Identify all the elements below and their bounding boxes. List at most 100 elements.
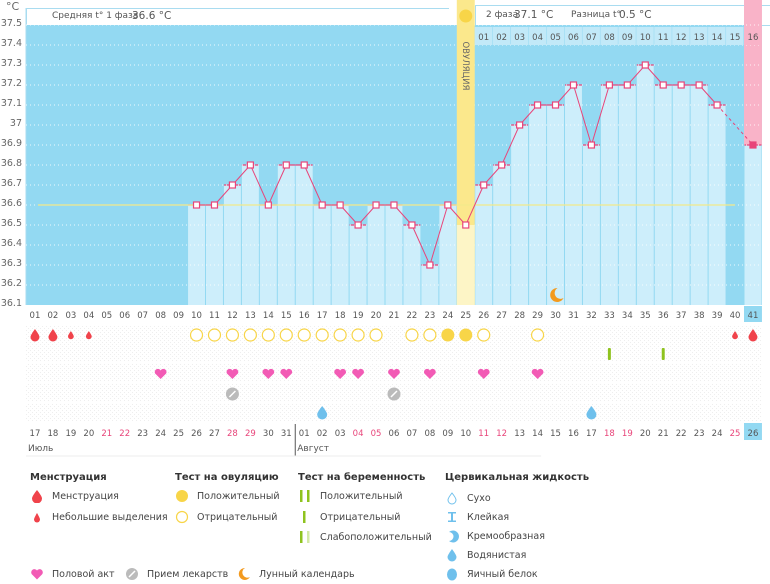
temperature-bar [188, 205, 205, 305]
temperature-point [408, 221, 416, 229]
legend-label: Сухо [467, 492, 491, 504]
temperature-point [551, 101, 560, 109]
legend-item-preg-positive: Положительный [298, 489, 403, 503]
heart-icon [423, 368, 436, 379]
temperature-chart: ОВУЛЯЦИЯ 01 02 03 04 05 06 07 08 09 10 11 12 13 14 15 1… [25, 0, 762, 457]
phase2-day-label: 09 [622, 33, 633, 43]
legend-title-cervical-fluid: Цервикальная жидкость [445, 472, 590, 483]
phase2-day-cell [528, 27, 547, 45]
moon-icon [237, 567, 251, 581]
y-tick-label: 36.7 [0, 178, 22, 189]
calendar-date-label: 17 [30, 429, 41, 439]
temperature-line [429, 204, 449, 266]
phase2-day-label: 12 [676, 33, 687, 43]
cycle-day-label: 26 [478, 311, 489, 321]
cycle-day-label: 38 [694, 311, 705, 321]
calendar-date-label: 12 [496, 429, 507, 439]
phase2-day-cell [708, 27, 726, 45]
egg-icon [445, 567, 459, 581]
temperature-line [267, 164, 287, 206]
single-bar-icon [298, 510, 312, 524]
temperature-line [501, 124, 521, 166]
crescent-drop-icon [445, 529, 459, 543]
blood-drop-icon [30, 329, 40, 342]
y-tick-label: 37.1 [0, 98, 22, 109]
ovulation-test-negative-icon [351, 328, 365, 342]
double-bar-icon [298, 489, 312, 503]
temperature-bar [331, 205, 349, 305]
moon-icon [550, 287, 564, 302]
temperature-line [411, 224, 431, 266]
cycle-day-label: 23 [424, 311, 435, 321]
cycle-day-label: 28 [514, 311, 525, 321]
legend-label: Слабоположительный [320, 531, 432, 543]
ovulation-test-negative-icon [405, 328, 419, 342]
temperature-bar [582, 145, 600, 305]
legend-item-ovu-negative: Отрицательный [175, 510, 277, 524]
cycle-day-label: 19 [353, 311, 364, 321]
temperature-point [192, 201, 201, 209]
legend-item-egg-white: Яичный белок [445, 567, 538, 581]
calendar-date-label: 19 [622, 429, 633, 439]
heart-icon [477, 368, 490, 379]
temperature-bar [600, 85, 618, 305]
temperature-bar [241, 165, 259, 305]
calendar-date-label: 26 [748, 429, 759, 439]
ovulation-test-negative-icon [279, 328, 293, 342]
pregnancy-test-negative-icon [607, 348, 611, 360]
cycle-day-label: 22 [407, 311, 418, 321]
heart-icon [30, 567, 44, 581]
y-tick-label: 37.4 [0, 38, 22, 49]
small-blood-drop-icon [732, 331, 738, 340]
y-tick-label: 36.4 [0, 238, 22, 249]
heart-icon [352, 368, 364, 379]
temperature-point [426, 261, 434, 269]
cycle-day-label: 11 [209, 311, 220, 321]
temperature-bar [295, 165, 313, 305]
legend-item-intercourse: Половой акт [30, 567, 115, 581]
phase2-day-cell [690, 27, 708, 45]
y-tick-label: 36.5 [0, 218, 22, 229]
legend-item-watery: Водянистая [445, 548, 526, 562]
temperature-point [587, 141, 596, 149]
cycle-day-label: 10 [191, 311, 202, 321]
temperature-bar [223, 185, 241, 305]
legend-label: Лунный календарь [259, 568, 355, 580]
phase2-day-cell [546, 27, 564, 45]
calendar-date-label: 14 [532, 429, 543, 439]
pill-icon-stripe [228, 390, 236, 398]
temperature-line [249, 164, 269, 206]
phase1-label: Средняя t° 1 фаза [52, 11, 139, 21]
water-drop-icon [445, 548, 459, 562]
ovulation-test-negative-icon [189, 328, 204, 342]
calendar-date-label: 24 [712, 429, 723, 439]
temperature-point [623, 81, 631, 89]
ovulation-test-negative-icon [207, 328, 222, 342]
calendar-date-label: 27 [209, 429, 220, 439]
calendar-date-label: 30 [263, 429, 274, 439]
ovulation-bar [456, 225, 475, 305]
calendar-date-label: 25 [173, 429, 184, 439]
temperature-line [303, 164, 323, 206]
temperature-bar [313, 205, 331, 305]
legend-item-creamy: Кремообразная [445, 529, 545, 543]
phase2-day-cell [744, 27, 762, 45]
calendar-date-label: 16 [568, 429, 579, 439]
ovulation-test-negative-icon [333, 328, 347, 342]
legend-label: Водянистая [467, 549, 527, 561]
cycle-day-label: 36 [658, 311, 669, 321]
temperature-point [659, 81, 667, 89]
empty-drop-icon [445, 491, 459, 505]
calendar-date-label: 20 [640, 429, 651, 439]
legend-label: Яичный белок [467, 568, 538, 580]
water-drop-icon [586, 406, 597, 420]
legend-item-preg-negative: Отрицательный [298, 510, 400, 524]
temperature-line [572, 84, 592, 146]
marker-row [26, 403, 762, 421]
temperature-bar [421, 265, 439, 305]
temperature-point [264, 201, 272, 209]
temperature-point [480, 181, 488, 189]
temperature-bar [206, 205, 223, 305]
cycle-day-label: 25 [460, 311, 471, 321]
cycle-day-label: 37 [676, 311, 687, 321]
